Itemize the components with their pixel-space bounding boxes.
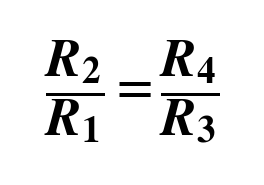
Text: $\dfrac{\boldsymbol{R}_{\boldsymbol{2}}}{\boldsymbol{R}_{\boldsymbol{1}}} = \dfr: $\dfrac{\boldsymbol{R}_{\boldsymbol{2}}}… (44, 39, 220, 146)
